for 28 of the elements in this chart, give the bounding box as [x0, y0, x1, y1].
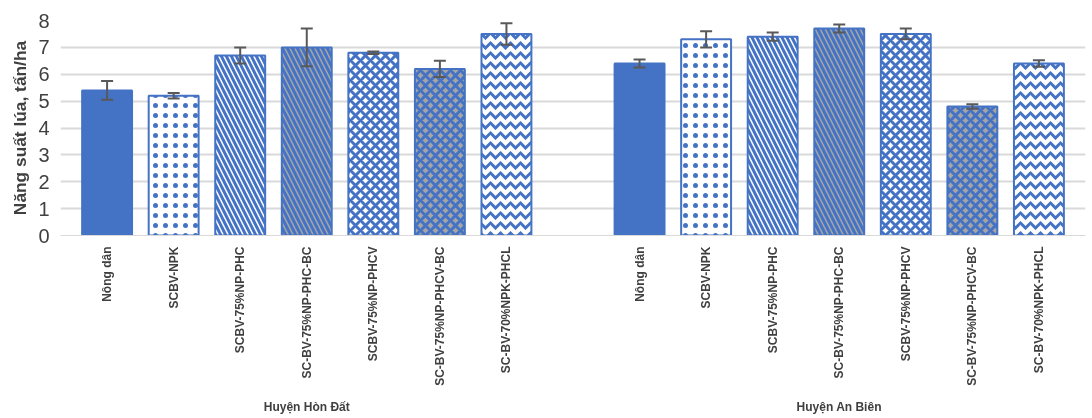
x-tick-label: SC-BV-70%NPK-PHCL	[1031, 246, 1046, 374]
y-tick-label: 0	[38, 224, 50, 247]
y-tick-label: 8	[38, 9, 50, 32]
y-tick-label: 6	[38, 63, 50, 86]
x-tick-label: SCBV-75%NP-PHC	[765, 246, 780, 354]
y-tick-label: 5	[38, 90, 50, 113]
y-axis-title: Năng suất lúa, tấn/ha	[10, 40, 31, 216]
x-tick-label: SC-BV-75%NP-PHC-BC	[299, 246, 314, 379]
text: Huyện An Biên	[796, 399, 882, 414]
y-tick-label: 1	[38, 197, 50, 220]
x-tick-label: Nông dân	[100, 246, 115, 302]
bar	[613, 62, 666, 236]
text: Huyện Hòn Đất	[263, 399, 350, 414]
x-tick-label: SCBV-75%NP-PHCV	[898, 246, 913, 362]
x-tick-label: SC-BV-75%NP-PHCV-BC	[432, 246, 447, 386]
x-tick-label: SC-BV-70%NPK-PHCL	[499, 246, 514, 374]
bar	[81, 89, 134, 236]
y-tick-label: 4	[38, 117, 50, 139]
x-tick-label: SCBV-NPK	[166, 246, 181, 309]
x-tick-label: SCBV-NPK	[699, 246, 714, 309]
x-tick-label: SCBV-75%NP-PHC	[233, 246, 248, 354]
y-tick-label: 3	[38, 143, 50, 166]
x-tick-label: SCBV-75%NP-PHCV	[366, 246, 381, 362]
x-tick-label: Nông dân	[632, 246, 647, 302]
y-tick-label: 7	[38, 36, 50, 59]
x-tick-label: SC-BV-75%NP-PHC-BC	[832, 246, 847, 379]
y-tick-label: 2	[38, 170, 50, 193]
x-tick-label: SC-BV-75%NP-PHCV-BC	[965, 246, 980, 386]
